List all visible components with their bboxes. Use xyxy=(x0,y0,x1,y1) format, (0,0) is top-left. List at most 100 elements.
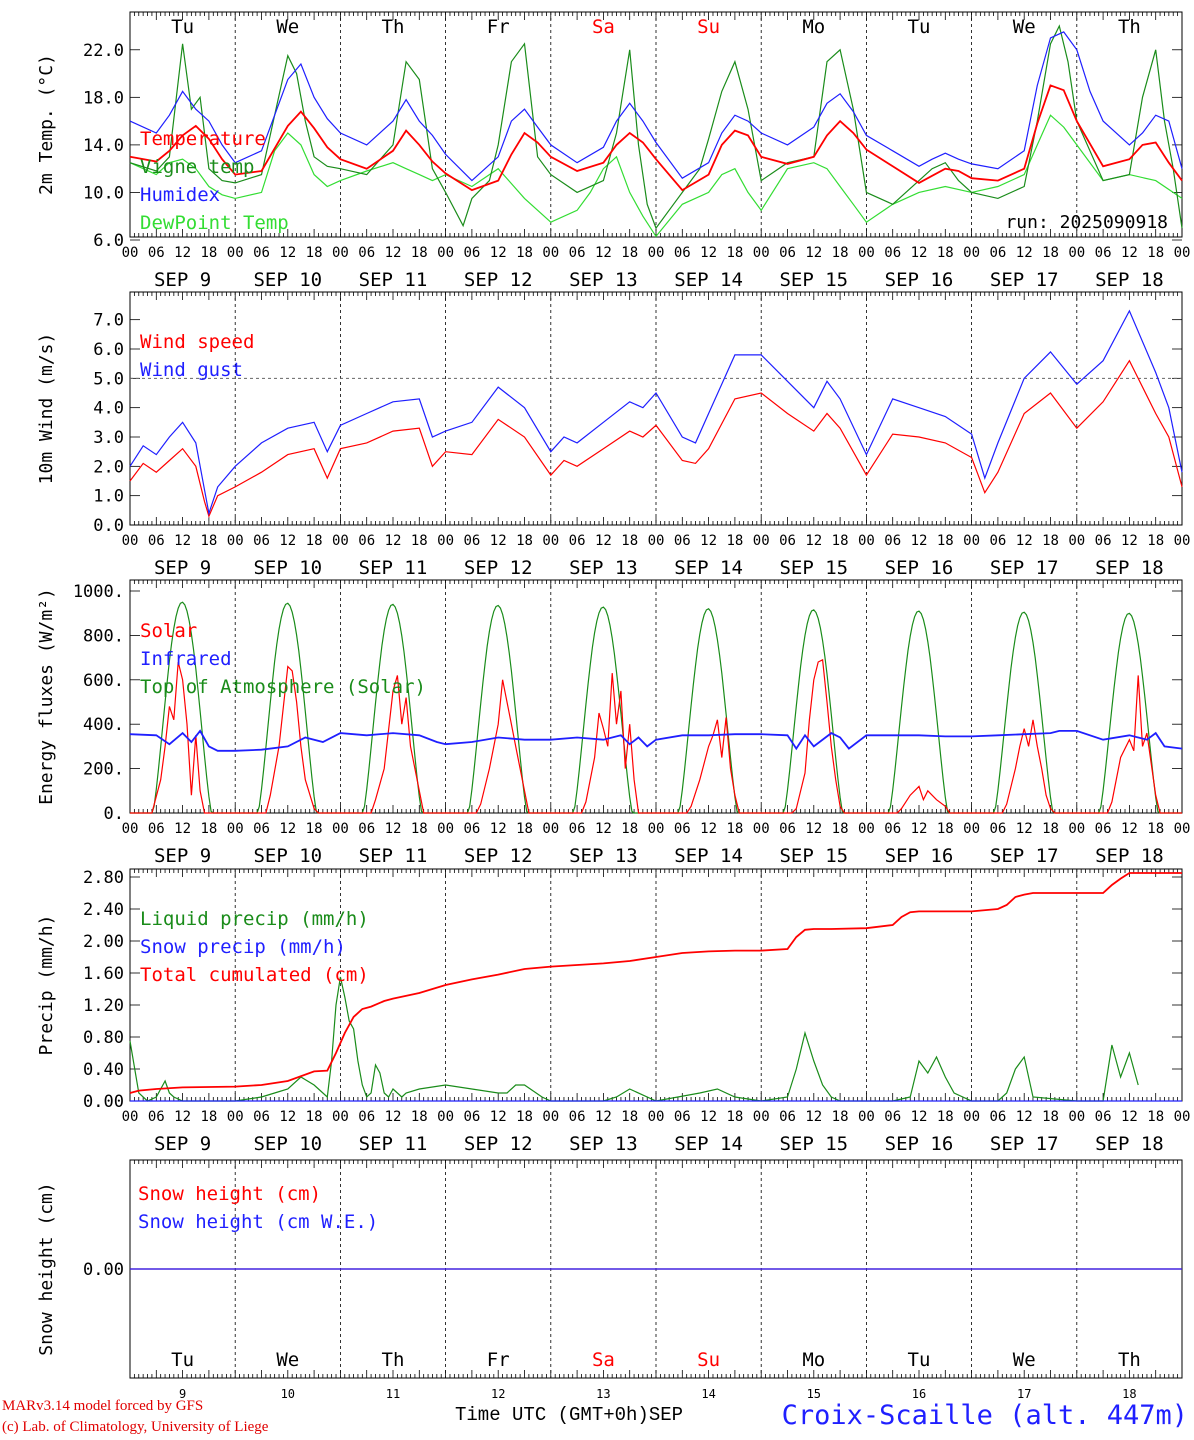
day-number-label: 11 xyxy=(386,1387,400,1400)
energy-hour-label: 06 xyxy=(1095,821,1112,837)
wind-date-label: SEP 17 xyxy=(990,557,1059,579)
precip-hour-label: 06 xyxy=(253,1109,270,1125)
wind-y-tick-label: 6.0 xyxy=(93,340,124,360)
wind-hour-label: 12 xyxy=(490,533,507,549)
temperature-hour-label: 12 xyxy=(1121,245,1138,261)
energy-hour-label: 06 xyxy=(569,821,586,837)
precip-hour-label: 06 xyxy=(569,1109,586,1125)
x-title-text: Time UTC (GMT+0h) xyxy=(455,1404,649,1426)
wind-hour-label: 12 xyxy=(385,533,402,549)
temperature-series-temperature xyxy=(129,84,1183,192)
energy-hour-label: 18 xyxy=(726,821,743,837)
weekday-label: Mo xyxy=(802,1349,825,1371)
wind-hour-label: 12 xyxy=(805,533,822,549)
temperature-hour-label: 00 xyxy=(437,245,454,261)
weekday-label: We xyxy=(1013,1349,1036,1371)
precip-hour-label: 00 xyxy=(542,1109,559,1125)
temperature-y-tick-label: 6.0 xyxy=(93,231,124,251)
precip-date-label: SEP 12 xyxy=(464,1133,533,1155)
weekday-label: Fr xyxy=(487,1349,510,1371)
precip-legend-entry: Liquid precip (mm/h) xyxy=(140,908,369,930)
weekday-label: Mo xyxy=(802,16,825,38)
temperature-hour-label: 18 xyxy=(1147,245,1164,261)
snow-y-tick-label: 0.00 xyxy=(83,1260,124,1280)
energy-hour-label: 18 xyxy=(516,821,533,837)
temperature-date-label: SEP 14 xyxy=(674,269,743,291)
wind-hour-label: 18 xyxy=(1147,533,1164,549)
precip-legend-entry: Total cumulated (cm) xyxy=(140,964,369,986)
wind-y-tick-label: 7.0 xyxy=(93,311,124,331)
temperature-hour-label: 12 xyxy=(1016,245,1033,261)
temperature-y-axis-label: 2m Temp. (°C) xyxy=(36,54,57,195)
energy-hour-label: 00 xyxy=(753,821,770,837)
precip-y-tick-label: 2.00 xyxy=(83,932,124,952)
x-axis-title: Time UTC (GMT+0h)SEP xyxy=(455,1404,683,1426)
wind-hour-label: 18 xyxy=(306,533,323,549)
temperature-hour-label: 00 xyxy=(1068,245,1085,261)
snow-legend-entry: Snow height (cm W.E.) xyxy=(138,1211,378,1233)
wind-hour-label: 00 xyxy=(437,533,454,549)
precip-y-tick-label: 2.40 xyxy=(83,900,124,920)
precip-hour-label: 06 xyxy=(1095,1109,1112,1125)
temperature-date-label: SEP 10 xyxy=(253,269,322,291)
precip-date-label: SEP 15 xyxy=(779,1133,848,1155)
precip-hour-label: 00 xyxy=(1068,1109,1085,1125)
energy-hour-label: 12 xyxy=(805,821,822,837)
temperature-legend-entry: DewPoint Temp xyxy=(140,212,289,234)
temperature-series-dewpoint-temp xyxy=(129,114,1183,238)
energy-hour-label: 12 xyxy=(700,821,717,837)
temperature-y-tick-label: 18.0 xyxy=(83,88,124,108)
energy-hour-label: 18 xyxy=(200,821,217,837)
energy-y-tick-label: 200. xyxy=(83,760,124,780)
energy-hour-label: 18 xyxy=(621,821,638,837)
wind-hour-label: 12 xyxy=(1121,533,1138,549)
wind-date-label: SEP 15 xyxy=(779,557,848,579)
temperature-y-tick-label: 10.0 xyxy=(83,183,124,203)
wind-series-wind-gust xyxy=(129,309,1183,516)
energy-hour-label: 12 xyxy=(1121,821,1138,837)
precip-hour-label: 00 xyxy=(858,1109,875,1125)
credit-model: MARv3.14 model forced by GFS xyxy=(2,1398,204,1414)
temperature-hour-label: 12 xyxy=(174,245,191,261)
precip-hour-label: 06 xyxy=(463,1109,480,1125)
day-number-label: 15 xyxy=(807,1387,821,1400)
temperature-hour-label: 18 xyxy=(516,245,533,261)
wind-hour-label: 00 xyxy=(648,533,665,549)
weekday-label: We xyxy=(1013,16,1036,38)
precip-hour-label: 06 xyxy=(674,1109,691,1125)
precip-date-label: SEP 11 xyxy=(359,1133,428,1155)
wind-hour-label: 06 xyxy=(674,533,691,549)
wind-hour-label: 12 xyxy=(174,533,191,549)
energy-hour-label: 18 xyxy=(832,821,849,837)
wind-date-label: SEP 13 xyxy=(569,557,638,579)
wind-legend-entry: Wind gust xyxy=(140,359,243,381)
precip-series-liquid-precip-mm-h xyxy=(129,976,1139,1102)
precip-hour-label: 18 xyxy=(937,1109,954,1125)
weekday-label: Sa xyxy=(592,16,615,38)
precip-hour-label: 12 xyxy=(1016,1109,1033,1125)
energy-hour-label: 00 xyxy=(122,821,139,837)
wind-hour-label: 06 xyxy=(1095,533,1112,549)
energy-y-axis-label: Energy fluxes (W/m²) xyxy=(36,588,57,805)
temperature-hour-label: 18 xyxy=(411,245,428,261)
wind-hour-label: 18 xyxy=(832,533,849,549)
temperature-hour-label: 00 xyxy=(753,245,770,261)
temperature-series-humidex xyxy=(129,31,1183,182)
precip-y-tick-label: 0.80 xyxy=(83,1028,124,1048)
temperature-hour-label: 18 xyxy=(621,245,638,261)
temperature-date-label: SEP 13 xyxy=(569,269,638,291)
energy-legend-entry: Infrared xyxy=(140,648,232,670)
precip-hour-label: 00 xyxy=(437,1109,454,1125)
energy-hour-label: 18 xyxy=(1147,821,1164,837)
temperature-hour-label: 06 xyxy=(779,245,796,261)
temperature-hour-label: 06 xyxy=(569,245,586,261)
wind-date-label: SEP 16 xyxy=(885,557,954,579)
precip-hour-label: 00 xyxy=(753,1109,770,1125)
precip-y-axis-label: Precip (mm/h) xyxy=(36,915,57,1056)
precip-date-label: SEP 10 xyxy=(253,1133,322,1155)
snow-y-axis-label: Snow height (cm) xyxy=(36,1182,57,1355)
energy-legend-entry: Top of Atmosphere (Solar) xyxy=(140,676,426,698)
precip-y-tick-label: 0.00 xyxy=(83,1092,124,1112)
precip-hour-label: 18 xyxy=(1042,1109,1059,1125)
wind-hour-label: 06 xyxy=(253,533,270,549)
